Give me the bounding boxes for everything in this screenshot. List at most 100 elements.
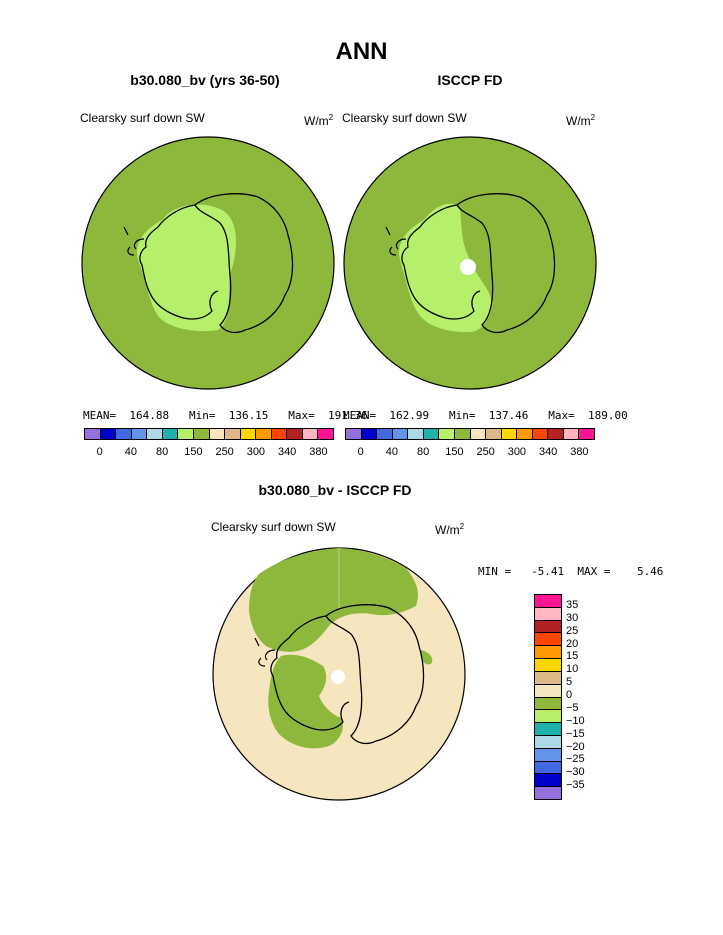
panel2-colorbar-labels: 0 40 80 150 250 300 340 380 (345, 446, 595, 460)
colorbar-swatch (535, 761, 561, 775)
colorbar-swatch (535, 607, 561, 621)
colorbar-swatch (85, 429, 101, 439)
colorbar-swatch (532, 429, 549, 439)
colorbar-tick-label: 0 (357, 446, 364, 458)
colorbar-tick-label: 80 (417, 446, 430, 458)
panel3-polar-map (212, 547, 466, 801)
panel3-missing-pole (331, 670, 345, 684)
colorbar-swatch (256, 429, 272, 439)
colorbar-tick-label: −10 (566, 714, 585, 727)
colorbar-swatch (346, 429, 362, 439)
colorbar-swatch (535, 620, 561, 634)
colorbar-tick-label: 0 (566, 689, 573, 701)
panel1-title: b30.080_bv (yrs 36-50) (130, 72, 280, 88)
panel1-stats: MEAN= 164.88 Min= 136.15 Max= 191.36 (83, 409, 368, 422)
colorbar-tick-label: 300 (507, 446, 527, 458)
panel2-polar-map (343, 136, 597, 390)
panel3-colorbar-labels: 35 30 25 20 15 10 5 0 −5 −10 −15 −20 −25 −30 −35 (566, 594, 606, 800)
colorbar-swatch (486, 429, 502, 439)
panel3-coastline-west (270, 615, 350, 731)
colorbar-tick-label: −15 (566, 727, 585, 740)
panel3-peninsula-islands (254, 637, 276, 667)
colorbar-swatch (501, 429, 518, 439)
colorbar-swatch (535, 748, 561, 762)
colorbar-swatch (318, 429, 333, 439)
panel1-polar-map (81, 136, 335, 390)
colorbar-swatch (535, 697, 561, 711)
colorbar-tick-label: 15 (566, 650, 579, 663)
colorbar-tick-label: 5 (566, 676, 573, 689)
colorbar-swatch (361, 429, 378, 439)
colorbar-tick-label: −5 (566, 701, 579, 714)
colorbar-tick-label: −35 (566, 779, 585, 792)
panel3-negative-region-west (268, 654, 343, 749)
panel3-negative-region-north (249, 548, 418, 652)
colorbar-swatch (535, 646, 561, 660)
colorbar-swatch (579, 429, 594, 439)
colorbar-tick-label: 40 (385, 446, 398, 458)
colorbar-swatch (517, 429, 533, 439)
colorbar-tick-label: 30 (566, 611, 579, 624)
colorbar-tick-label: 0 (96, 446, 103, 458)
panel1-colorbar-labels: 0 40 80 150 250 300 340 380 (84, 446, 334, 460)
colorbar-swatch (287, 429, 303, 439)
panel2-missing-pole (460, 259, 476, 275)
colorbar-swatch (162, 429, 179, 439)
panel2-units: W/m2 (566, 113, 596, 128)
colorbar-tick-label: 380 (309, 446, 328, 458)
colorbar-tick-label: 35 (566, 598, 579, 611)
colorbar-tick-label: 300 (246, 446, 266, 458)
colorbar-tick-label: 40 (124, 446, 137, 458)
colorbar-swatch (470, 429, 487, 439)
panel3-variable-label: Clearsky surf down SW (211, 520, 336, 534)
colorbar-swatch (535, 684, 561, 698)
colorbar-tick-label: 20 (566, 637, 579, 650)
colorbar-swatch (100, 429, 117, 439)
panel2-stats: MEAN= 162.99 Min= 137.46 Max= 189.00 (343, 409, 628, 422)
panel1-high-region (137, 204, 236, 332)
panel2-coastline-east (456, 193, 556, 334)
colorbar-tick-label: 80 (156, 446, 169, 458)
panel3-stats: MIN = -5.41 MAX = 5.46 (478, 565, 664, 578)
colorbar-swatch (178, 429, 194, 439)
main-title: ANN (335, 38, 388, 65)
panel2-variable-label: Clearsky surf down SW (342, 111, 467, 125)
colorbar-swatch (116, 429, 132, 439)
colorbar-swatch (535, 787, 561, 799)
colorbar-tick-label: 150 (184, 446, 203, 458)
colorbar-swatch (548, 429, 564, 439)
colorbar-swatch (408, 429, 424, 439)
panel1-variable-label: Clearsky surf down SW (80, 111, 205, 125)
colorbar-swatch (535, 671, 561, 685)
panel3-units: W/m2 (435, 522, 465, 537)
colorbar-tick-label: 150 (445, 446, 464, 458)
colorbar-swatch (454, 429, 471, 439)
colorbar-swatch (209, 429, 226, 439)
panel1-coastline-east (194, 193, 294, 334)
colorbar-swatch (563, 429, 580, 439)
colorbar-swatch (439, 429, 455, 439)
panel2-colorbar (345, 428, 595, 440)
colorbar-swatch (240, 429, 257, 439)
panel1-units: W/m2 (304, 113, 334, 128)
colorbar-swatch (535, 659, 561, 672)
colorbar-swatch (131, 429, 148, 439)
colorbar-swatch (535, 774, 561, 788)
colorbar-tick-label: −30 (566, 766, 585, 779)
panel3-title: b30.080_bv - ISCCP FD (258, 482, 412, 498)
panel1-peninsula-islands (123, 226, 145, 256)
colorbar-tick-label: 25 (566, 624, 579, 637)
colorbar-swatch (535, 735, 561, 749)
panel2-high-region (399, 203, 492, 333)
colorbar-tick-label: 250 (476, 446, 495, 458)
colorbar-tick-label: 380 (570, 446, 589, 458)
panel1-coastline-west (139, 204, 219, 320)
colorbar-swatch (535, 723, 561, 736)
colorbar-swatch (535, 595, 561, 608)
colorbar-swatch (423, 429, 440, 439)
panel2-coastline-west (401, 204, 481, 320)
colorbar-swatch (271, 429, 288, 439)
colorbar-swatch (535, 710, 561, 724)
colorbar-tick-label: 250 (215, 446, 234, 458)
colorbar-tick-label: 340 (277, 446, 297, 458)
